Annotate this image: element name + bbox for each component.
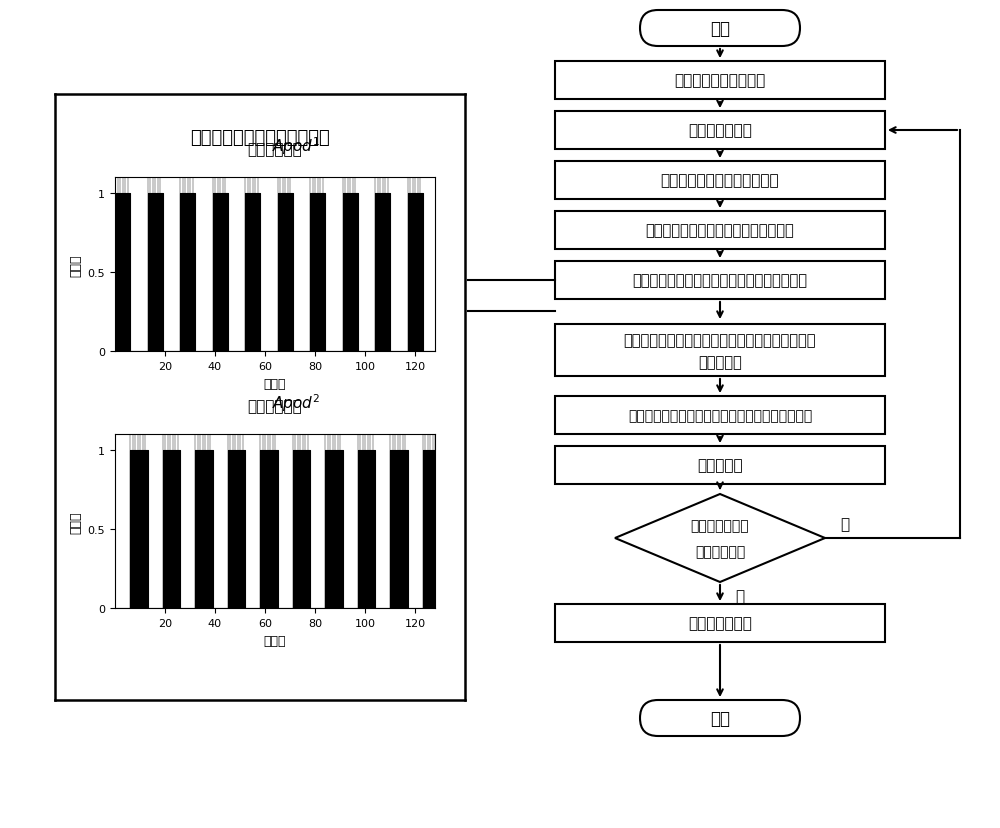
Text: 结束: 结束 xyxy=(710,709,730,727)
Text: $\mathit{Apod}^2$: $\mathit{Apod}^2$ xyxy=(230,392,320,414)
Y-axis label: 函数值: 函数值 xyxy=(69,510,82,533)
Text: 所有目标点是否: 所有目标点是否 xyxy=(691,518,749,532)
FancyBboxPatch shape xyxy=(640,11,800,47)
Text: 针对某一目标点: 针对某一目标点 xyxy=(688,123,752,138)
Text: 后进行叠加: 后进行叠加 xyxy=(698,355,742,370)
Text: 构造两个互补的方波变迹函数: 构造两个互补的方波变迹函数 xyxy=(190,128,330,147)
Text: $\mathit{Apod}^1$: $\mathit{Apod}^1$ xyxy=(230,136,320,157)
Polygon shape xyxy=(615,494,825,582)
Bar xyxy=(555,604,885,643)
Text: 方波变迹函数: 方波变迹函数 xyxy=(248,142,302,157)
Bar xyxy=(555,446,885,484)
Text: 是: 是 xyxy=(735,589,744,604)
Bar xyxy=(555,62,885,100)
Bar xyxy=(555,325,885,377)
Bar xyxy=(555,262,885,300)
Text: 设置被动超声成像区域: 设置被动超声成像区域 xyxy=(674,74,766,89)
Y-axis label: 函数值: 函数值 xyxy=(69,253,82,277)
Text: 已计算完毕？: 已计算完毕？ xyxy=(695,544,745,558)
FancyBboxPatch shape xyxy=(640,700,800,736)
Text: 计算两个半孔径波束合成信号的归一化互相关系数: 计算两个半孔径波束合成信号的归一化互相关系数 xyxy=(628,408,812,422)
Text: 计算目标点对应的空间灵敏度补偿系数: 计算目标点对应的空间灵敏度补偿系数 xyxy=(646,224,794,238)
Text: 对每个阵元的延时补偿信号进行阵元变迹处理，然: 对每个阵元的延时补偿信号进行阵元变迹处理，然 xyxy=(624,333,816,348)
Bar xyxy=(555,212,885,250)
Text: 对被动超声原始射频信号进行延时和补偿处理: 对被动超声原始射频信号进行延时和补偿处理 xyxy=(633,273,808,288)
Text: 计算目标点到每个阵元的距离: 计算目标点到每个阵元的距离 xyxy=(661,173,779,188)
Bar xyxy=(555,112,885,150)
Text: 方波变迹函数: 方波变迹函数 xyxy=(248,399,302,414)
Text: 阈值化处理: 阈值化处理 xyxy=(697,458,743,473)
X-axis label: 阵元数: 阵元数 xyxy=(264,633,286,647)
Text: 互相关系数矩阵: 互相关系数矩阵 xyxy=(688,616,752,631)
Text: 开始: 开始 xyxy=(710,20,730,38)
Text: 否: 否 xyxy=(840,517,849,532)
Bar xyxy=(555,397,885,435)
Bar xyxy=(555,161,885,200)
X-axis label: 阵元数: 阵元数 xyxy=(264,377,286,390)
